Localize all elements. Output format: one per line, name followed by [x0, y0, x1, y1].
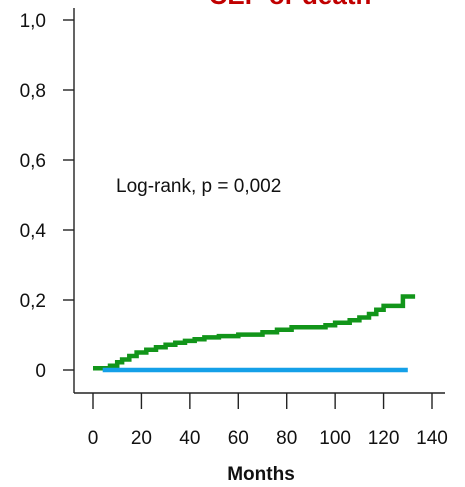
y-tick-label: 0,8 — [20, 81, 46, 102]
x-tick-label: 100 — [319, 428, 351, 449]
x-tick-label: 20 — [131, 428, 152, 449]
log-rank-annotation: Log-rank, p = 0,002 — [116, 176, 281, 197]
y-tick-label: 0,4 — [20, 221, 47, 242]
x-tick-label: 80 — [276, 428, 297, 449]
y-tick-label: 0,6 — [20, 151, 46, 172]
x-tick-label: 140 — [416, 428, 448, 449]
y-tick-label: 0,2 — [20, 291, 46, 312]
x-tick-label: 40 — [179, 428, 200, 449]
series-line-green — [93, 294, 416, 371]
x-tick-label: 0 — [88, 428, 99, 449]
y-tick-label: 0 — [35, 361, 46, 382]
series-layer — [93, 294, 416, 373]
axes: 0 0,2 0,4 0,6 0,8 1,0 0 20 40 60 80 100 120 140 — [20, 8, 448, 449]
y-tick-label: 1,0 — [20, 11, 46, 32]
x-tick-label: 120 — [368, 428, 400, 449]
x-tick-label: 60 — [228, 428, 249, 449]
x-axis-label: Months — [227, 464, 295, 485]
chart-title: CEP or death — [209, 0, 372, 10]
